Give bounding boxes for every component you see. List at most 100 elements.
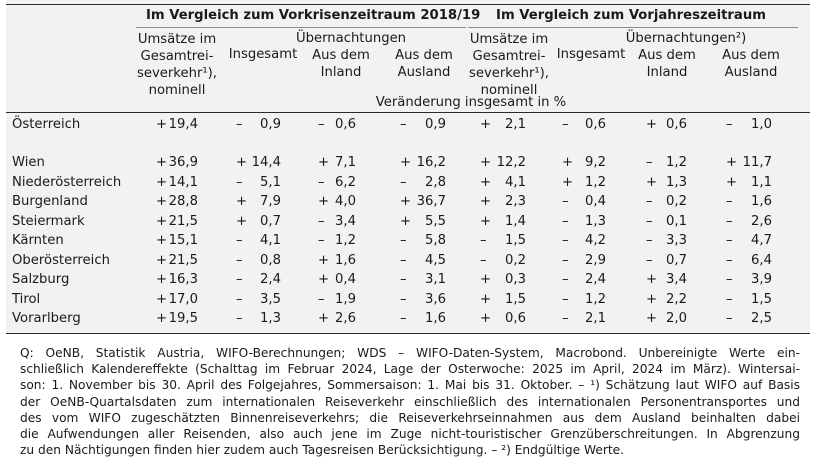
- value-number: 0,7: [260, 213, 281, 229]
- region-name: Tirol: [12, 291, 41, 307]
- value-sign: +: [480, 155, 492, 170]
- value-sign: +: [400, 194, 412, 209]
- value-number: 1,3: [666, 174, 687, 190]
- value-sign: –: [236, 233, 243, 248]
- value-sign: –: [400, 272, 407, 287]
- value-number: 16,2: [416, 155, 446, 170]
- value-sign: +: [646, 291, 658, 307]
- value-sign: +: [480, 174, 492, 190]
- value-sign: –: [646, 213, 653, 229]
- table-row: Burgenland +28,8 +7,9 +4,0 +36,7 +2,3–0,4–0,2…: [6, 193, 810, 212]
- value-number: 1,5: [751, 291, 772, 307]
- value-sign: +: [562, 174, 574, 190]
- value-number: 0,6: [585, 117, 606, 132]
- value-number: 36,7: [416, 194, 446, 209]
- value-sign: +: [156, 311, 168, 326]
- value-sign: +: [156, 213, 168, 229]
- value-sign: –: [480, 233, 487, 248]
- value-sign: –: [726, 233, 733, 248]
- value-number: 0,6: [505, 311, 526, 326]
- table-panel: Im Vergleich zum Vorkrisenzeitraum 2018/…: [6, 0, 810, 334]
- value-number: 7,1: [335, 155, 356, 170]
- table-row: Österreich +19,4–0,9–0,6–0,9 +2,1–0,6 +0,6–…: [6, 116, 810, 135]
- footnote-line: son: 1. November bis 30. April des Folge…: [20, 378, 800, 393]
- value-number: 0,8: [260, 252, 281, 268]
- col-inland-g2: Aus dem Inland: [638, 48, 696, 80]
- value-number: 36,9: [168, 155, 198, 170]
- col-ausland-g2: Aus dem Ausland: [722, 48, 780, 80]
- value-number: 19,4: [168, 117, 198, 132]
- region-name: Niederösterreich: [12, 174, 122, 190]
- unit-label: Veränderung insgesamt in %: [375, 95, 567, 110]
- value-number: 1,9: [335, 291, 356, 307]
- value-sign: –: [726, 194, 733, 209]
- col-ausland-g1: Aus dem Ausland: [395, 48, 453, 80]
- value-sign: –: [562, 194, 569, 209]
- value-sign: +: [400, 213, 412, 229]
- value-sign: +: [318, 194, 330, 209]
- value-sign: +: [156, 272, 168, 287]
- value-sign: –: [646, 252, 653, 268]
- value-number: 7,9: [260, 194, 281, 209]
- region-name: Österreich: [12, 117, 81, 132]
- value-number: 1,3: [585, 213, 606, 229]
- value-sign: +: [646, 272, 658, 287]
- value-sign: +: [646, 311, 658, 326]
- value-number: 6,4: [751, 252, 772, 268]
- value-sign: –: [726, 252, 733, 268]
- value-number: 1,0: [751, 117, 772, 132]
- value-number: 4,5: [425, 252, 446, 268]
- value-sign: +: [318, 252, 330, 268]
- value-sign: –: [646, 233, 653, 248]
- value-number: 1,5: [505, 233, 526, 248]
- table-row: Tirol +17,0–3,5–1,9–3,6 +1,5–1,2 +2,2–1,5: [6, 291, 810, 310]
- value-sign: +: [156, 252, 168, 268]
- region-name: Burgenland: [12, 194, 88, 209]
- value-sign: +: [156, 155, 168, 170]
- value-sign: –: [400, 311, 407, 326]
- value-number: 0,6: [666, 117, 687, 132]
- value-sign: –: [318, 174, 325, 190]
- col-umsaetze-g1: Umsätze im Gesamtrei-severkehr¹), nominell: [136, 32, 217, 98]
- footnote-line: Q: OeNB, Statistik Austria, WIFO-Berechn…: [20, 346, 800, 360]
- value-sign: –: [318, 233, 325, 248]
- value-number: 2,1: [505, 117, 526, 132]
- value-sign: –: [236, 174, 243, 190]
- value-number: 0,1: [666, 213, 687, 229]
- value-number: 9,2: [585, 155, 606, 170]
- value-number: 0,6: [335, 117, 356, 132]
- value-sign: +: [318, 311, 330, 326]
- value-sign: +: [318, 155, 330, 170]
- value-number: 5,5: [425, 213, 446, 229]
- value-number: 2,4: [260, 272, 281, 287]
- value-sign: –: [562, 291, 569, 307]
- group2-rule: [468, 27, 798, 28]
- value-number: 3,5: [260, 291, 281, 307]
- footnote: Q: OeNB, Statistik Austria, WIFO-Berechn…: [20, 345, 800, 458]
- value-sign: +: [480, 213, 492, 229]
- table-row: Vorarlberg +19,5 – 1,3 +2,6 – 1,6 +0,6 – 2,1 +2,0 –…: [6, 310, 810, 329]
- value-number: 2,1: [585, 311, 606, 326]
- table-bottom-rule: [6, 333, 810, 334]
- region-name: Salzburg: [12, 272, 70, 287]
- value-sign: –: [646, 194, 653, 209]
- value-number: 0,2: [505, 252, 526, 268]
- value-sign: –: [726, 272, 733, 287]
- value-sign: –: [726, 311, 733, 326]
- value-sign: +: [480, 291, 492, 307]
- value-sign: +: [156, 117, 168, 132]
- value-sign: –: [562, 233, 569, 248]
- value-number: 1,3: [260, 311, 281, 326]
- value-number: 2,3: [505, 194, 526, 209]
- value-number: 2,6: [335, 311, 356, 326]
- value-number: 0,3: [505, 272, 526, 287]
- value-number: 15,1: [168, 233, 198, 248]
- value-number: 1,4: [505, 213, 526, 229]
- value-sign: –: [236, 272, 243, 287]
- value-sign: –: [400, 117, 407, 132]
- value-sign: +: [318, 272, 330, 287]
- table-row: Salzburg +16,3 – 2,4 +0,4 – 3,1 +0,3 – 2,4 +3,4 – 3,…: [6, 271, 810, 290]
- table-row: Oberösterreich +21,5–0,8 +1,6–4,5–0,2–2,9–…: [6, 252, 810, 271]
- value-sign: –: [400, 233, 407, 248]
- region-name: Wien: [12, 155, 45, 170]
